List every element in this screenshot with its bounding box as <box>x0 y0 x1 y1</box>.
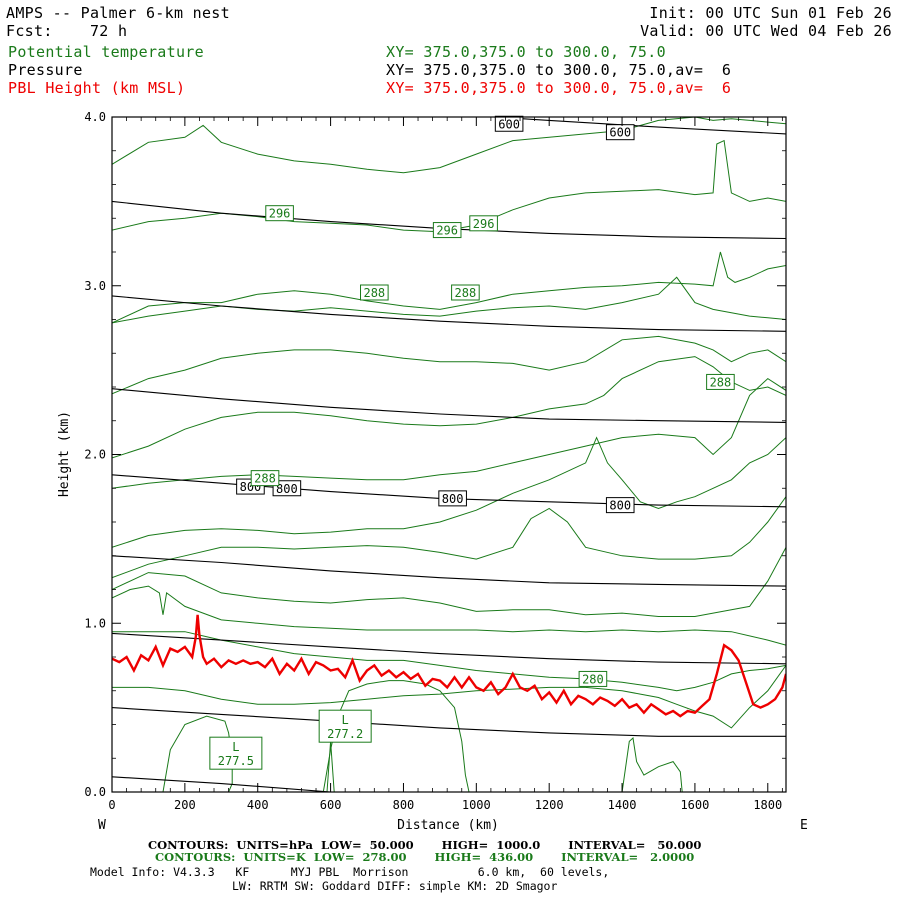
y-tick-label: 1.0 <box>84 616 106 630</box>
theta-contour-4 <box>112 335 786 395</box>
pressure-label-4-1: 800 <box>272 480 302 497</box>
pressure-label-0-0: 600 <box>494 115 524 132</box>
field-xy-pbl: XY= 375.0,375.0 to 300.0, 75.0,av= 6 <box>386 79 732 97</box>
model-title: AMPS -- Palmer 6-km nest <box>6 4 230 22</box>
svg-text:296: 296 <box>436 224 458 238</box>
field-xy-theta: XY= 375.0,375.0 to 300.0, 75.0 <box>386 43 666 61</box>
pbl-height-layer <box>112 614 786 718</box>
init-time: Init: 00 UTC Sun 01 Feb 26 <box>649 4 892 22</box>
field-name-pbl: PBL Height (km MSL) <box>8 79 186 97</box>
pressure-contour-6 <box>112 632 786 665</box>
low-value: 277.5 <box>218 754 254 768</box>
theta-contour-16 <box>621 736 683 792</box>
axes-layer: 0 200 400 600 800 1000 1200 1400 1600 1800 0.0 1.0 2… <box>84 110 787 812</box>
theta-contour-6 <box>112 377 786 489</box>
low-letter: L <box>232 740 239 754</box>
low-value: 277.2 <box>327 727 363 741</box>
theta-label-1: 296 <box>432 222 462 239</box>
pressure-label-4-2: 800 <box>438 490 467 507</box>
svg-text:288: 288 <box>455 286 477 300</box>
y-tick-label: 0.0 <box>84 785 106 799</box>
theta-label-0: 296 <box>265 205 294 222</box>
theta-label-5: 288 <box>706 373 735 390</box>
forecast-hour: Fcst: 72 h <box>6 22 128 40</box>
svg-text:296: 296 <box>473 217 495 231</box>
theta-contour-3 <box>112 276 786 324</box>
x-tick-label: 400 <box>247 798 269 812</box>
theta-label-4: 288 <box>451 284 480 301</box>
x-axis-label: Distance (km) <box>397 818 499 833</box>
theta-contour-12 <box>112 665 786 729</box>
theta-contour-0 <box>112 117 786 174</box>
theta-label-2: 296 <box>469 215 498 232</box>
low-letter: L <box>342 713 349 727</box>
footer-pressure-contours: CONTOURS: UNITS=hPa LOW= 50.000 HIGH= 10… <box>148 838 702 852</box>
pressure-contour-7 <box>112 707 786 737</box>
svg-text:800: 800 <box>442 492 464 506</box>
theta-label-7: 280 <box>578 670 608 687</box>
west-label: W <box>98 818 106 833</box>
footer-physics-info: LW: RRTM SW: Goddard DIFF: simple KM: 2D… <box>232 879 558 893</box>
pressure-contour-3 <box>112 388 786 423</box>
theta-label-3: 288 <box>360 284 389 301</box>
footer-theta-contours: CONTOURS: UNITS=K LOW= 278.00 HIGH= 436.… <box>155 850 695 864</box>
svg-text:296: 296 <box>269 207 291 221</box>
svg-text:600: 600 <box>609 126 631 140</box>
y-tick-label: 3.0 <box>84 279 106 293</box>
theta-contour-7 <box>112 436 786 548</box>
x-tick-label: 1600 <box>680 798 709 812</box>
x-tick-label: 800 <box>393 798 415 812</box>
y-axis-label: Height (km) <box>57 411 72 497</box>
pressure-contour-2 <box>112 295 786 332</box>
pressure-label-0-1: 600 <box>605 124 635 141</box>
svg-text:288: 288 <box>363 286 385 300</box>
theta-label-6: 288 <box>250 470 280 487</box>
svg-text:600: 600 <box>498 117 520 131</box>
x-tick-label: 200 <box>174 798 196 812</box>
pressure-contour-5 <box>112 555 786 587</box>
footer-model-info: Model Info: V4.3.3 KF MYJ PBL Morrison 6… <box>90 865 610 879</box>
x-tick-label: 1000 <box>462 798 491 812</box>
pbl-height-line <box>112 614 786 718</box>
field-name-theta: Potential temperature <box>8 43 204 61</box>
x-tick-label: 1800 <box>753 798 782 812</box>
y-tick-label: 4.0 <box>84 110 106 124</box>
svg-text:280: 280 <box>582 672 604 686</box>
theta-contour-2 <box>112 251 786 324</box>
theta-contour-8 <box>112 496 786 579</box>
field-xy-pressure: XY= 375.0,375.0 to 300.0, 75.0,av= 6 <box>386 61 732 79</box>
pressure-contour-8 <box>112 776 331 792</box>
svg-text:800: 800 <box>609 499 631 513</box>
pressure-label-4-3: 800 <box>605 497 635 514</box>
x-tick-label: 1400 <box>608 798 637 812</box>
y-tick-label: 2.0 <box>84 448 106 462</box>
pressure-contour-0 <box>485 117 786 135</box>
theta-contour-layer <box>112 117 786 792</box>
svg-text:288: 288 <box>710 375 732 389</box>
theta-contour-5 <box>112 356 786 459</box>
valid-time: Valid: 00 UTC Wed 04 Feb 26 <box>640 22 892 40</box>
theta-contour-1 <box>112 139 786 233</box>
east-label: E <box>800 818 808 833</box>
x-tick-label: 1200 <box>535 798 564 812</box>
theta-contour-9 <box>112 547 786 617</box>
theta-contour-10 <box>112 585 786 646</box>
svg-text:800: 800 <box>276 482 298 496</box>
x-tick-label: 0 <box>108 798 115 812</box>
svg-text:288: 288 <box>254 472 276 486</box>
theta-contour-11 <box>112 631 786 692</box>
x-tick-label: 600 <box>320 798 342 812</box>
plot-frame <box>111 116 787 793</box>
theta-contour-13 <box>157 715 233 792</box>
field-name-pressure: Pressure <box>8 61 83 79</box>
